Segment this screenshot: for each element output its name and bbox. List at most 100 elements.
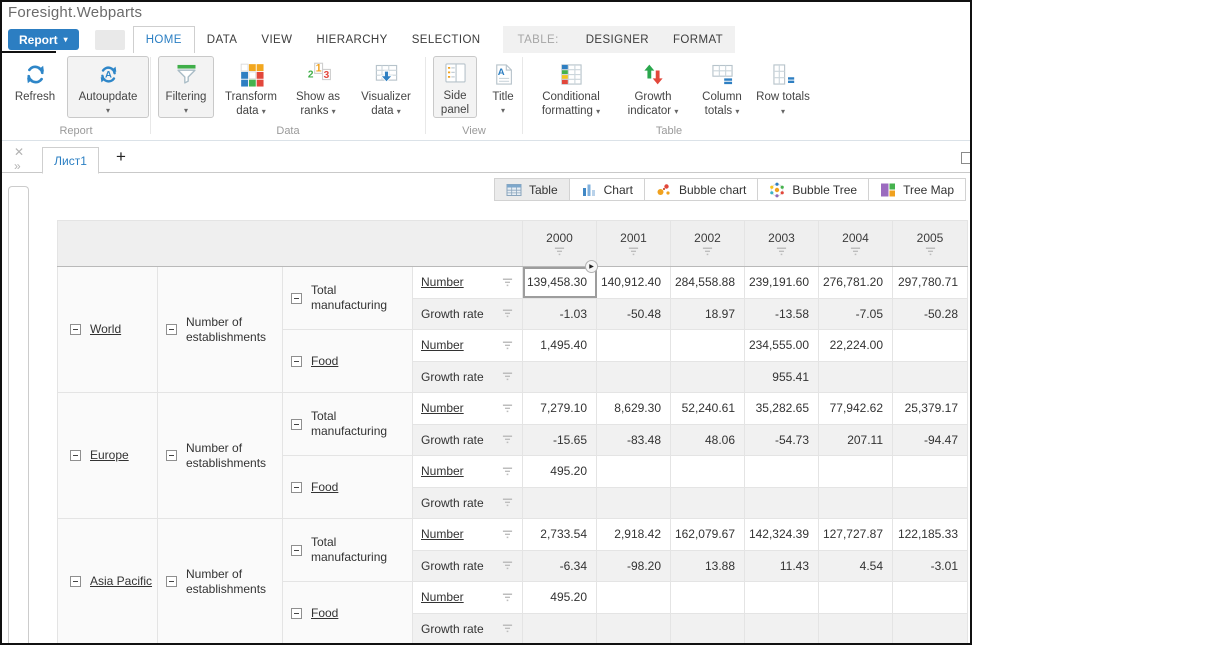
filter-icon[interactable] xyxy=(501,340,514,351)
sheet-tab[interactable]: Лист1 xyxy=(42,147,99,174)
tab-home[interactable]: HOME xyxy=(132,26,195,53)
collapse-icon[interactable] xyxy=(166,324,177,335)
item-label[interactable]: Food xyxy=(311,479,339,494)
measure-cell-growth-rate[interactable]: Growth rate xyxy=(412,297,523,330)
item-label[interactable]: Food xyxy=(311,353,339,368)
collapse-icon[interactable] xyxy=(291,418,302,430)
data-cell[interactable] xyxy=(522,360,597,393)
measure-cell-number[interactable]: Number xyxy=(412,581,523,614)
data-cell[interactable] xyxy=(892,360,968,393)
data-cell[interactable] xyxy=(522,486,597,519)
data-cell[interactable] xyxy=(670,455,745,488)
measure-label[interactable]: Number xyxy=(421,401,464,416)
data-cell[interactable] xyxy=(670,329,745,362)
item-label[interactable]: Food xyxy=(311,605,339,620)
data-cell[interactable] xyxy=(670,581,745,614)
data-cell[interactable]: 18.97 xyxy=(670,297,745,330)
tab-selection[interactable]: SELECTION xyxy=(411,33,481,46)
data-cell[interactable] xyxy=(670,612,745,643)
data-cell[interactable]: -1.03 xyxy=(522,297,597,330)
data-cell[interactable]: -6.34 xyxy=(522,549,597,582)
data-cell[interactable]: -3.01 xyxy=(892,549,968,582)
view-mode-bubble-tree[interactable]: Bubble Tree xyxy=(757,178,870,201)
year-header-2003[interactable]: 2003 xyxy=(744,220,819,267)
filter-icon[interactable] xyxy=(501,497,514,508)
view-mode-bubble-chart[interactable]: Bubble chart xyxy=(643,178,759,201)
data-cell[interactable] xyxy=(818,581,893,614)
collapsed-side-panel[interactable] xyxy=(8,186,29,643)
filter-icon[interactable] xyxy=(553,246,566,257)
region-link[interactable]: World xyxy=(90,322,122,336)
data-cell[interactable] xyxy=(670,486,745,519)
data-cell[interactable] xyxy=(744,486,819,519)
data-cell[interactable] xyxy=(744,455,819,488)
data-cell[interactable]: 22,224.00 xyxy=(818,329,893,362)
measure-label[interactable]: Number xyxy=(421,275,464,290)
measure-cell-growth-rate[interactable]: Growth rate xyxy=(412,486,523,519)
filter-icon[interactable] xyxy=(501,403,514,414)
filter-icon[interactable] xyxy=(501,371,514,382)
tab-data[interactable]: DATA xyxy=(206,33,238,46)
view-mode-chart[interactable]: Chart xyxy=(568,178,645,201)
data-cell[interactable]: 239,191.60 xyxy=(744,266,819,299)
collapse-icon[interactable] xyxy=(70,324,81,335)
measure-cell-growth-rate[interactable]: Growth rate xyxy=(412,612,523,643)
measure-cell-growth-rate[interactable]: Growth rate xyxy=(412,360,523,393)
data-cell[interactable]: -94.47 xyxy=(892,423,968,456)
data-cell[interactable]: 77,942.62 xyxy=(818,392,893,425)
collapse-icon[interactable] xyxy=(166,576,177,587)
data-cell[interactable]: -50.48 xyxy=(596,297,671,330)
data-cell[interactable]: 162,079.67 xyxy=(670,518,745,551)
collapse-icon[interactable] xyxy=(291,544,302,556)
year-header-2004[interactable]: 2004 xyxy=(818,220,893,267)
data-cell[interactable]: -50.28 xyxy=(892,297,968,330)
measure-cell-number[interactable]: Number xyxy=(412,518,523,551)
data-cell[interactable]: 48.06 xyxy=(670,423,745,456)
filter-icon[interactable] xyxy=(501,466,514,477)
data-cell[interactable]: 52,240.61 xyxy=(670,392,745,425)
data-cell[interactable] xyxy=(818,360,893,393)
close-icon[interactable]: ✕ xyxy=(14,145,25,159)
region-link[interactable]: Europe xyxy=(90,448,129,462)
data-cell[interactable] xyxy=(596,455,671,488)
data-cell[interactable]: -83.48 xyxy=(596,423,671,456)
collapse-icon[interactable] xyxy=(291,481,302,493)
autoupdate-button[interactable]: A Autoupdate ▾ xyxy=(67,56,149,118)
data-cell[interactable]: 25,379.17 xyxy=(892,392,968,425)
filtering-button[interactable]: Filtering ▾ xyxy=(158,56,214,118)
data-cell[interactable] xyxy=(596,329,671,362)
filter-icon[interactable] xyxy=(501,277,514,288)
column-totals-button[interactable]: Column totals ▾ xyxy=(694,56,750,119)
data-cell[interactable] xyxy=(744,581,819,614)
data-cell[interactable]: -7.05 xyxy=(818,297,893,330)
data-cell[interactable]: 2,918.42 xyxy=(596,518,671,551)
side-panel-button[interactable]: Side panel xyxy=(433,56,477,118)
filter-icon[interactable] xyxy=(924,246,937,257)
visualizer-data-button[interactable]: Visualizer data ▾ xyxy=(354,56,418,119)
filter-icon[interactable] xyxy=(501,560,514,571)
data-cell[interactable]: 284,558.88 xyxy=(670,266,745,299)
region-link[interactable]: Asia Pacific xyxy=(90,574,153,588)
collapse-icon[interactable] xyxy=(70,576,81,587)
data-cell[interactable] xyxy=(818,455,893,488)
data-cell[interactable] xyxy=(892,486,968,519)
data-cell[interactable]: 276,781.20 xyxy=(818,266,893,299)
data-cell[interactable] xyxy=(818,612,893,643)
view-mode-table[interactable]: Table xyxy=(493,178,570,201)
data-cell[interactable] xyxy=(670,360,745,393)
collapse-icon[interactable] xyxy=(291,355,302,367)
add-sheet-button[interactable]: + xyxy=(116,147,126,166)
data-cell[interactable] xyxy=(744,612,819,643)
filter-icon[interactable] xyxy=(849,246,862,257)
data-cell[interactable]: -13.58 xyxy=(744,297,819,330)
tab-designer[interactable]: DESIGNER xyxy=(585,33,649,46)
measure-label[interactable]: Number xyxy=(421,527,464,542)
data-cell[interactable]: 13.88 xyxy=(670,549,745,582)
data-cell[interactable]: -98.20 xyxy=(596,549,671,582)
filter-icon[interactable] xyxy=(701,246,714,257)
data-cell[interactable]: -54.73 xyxy=(744,423,819,456)
expand-handle[interactable]: ▶ xyxy=(585,260,598,273)
filter-icon[interactable] xyxy=(501,623,514,634)
data-cell[interactable]: 955.41 xyxy=(744,360,819,393)
